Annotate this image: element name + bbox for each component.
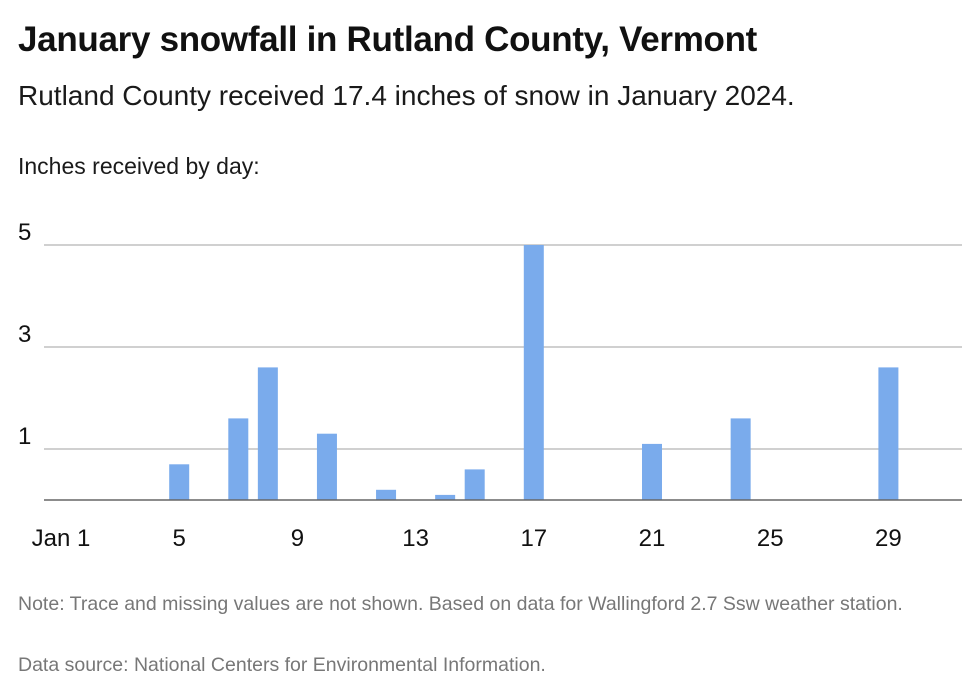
x-tick-label: Jan 1: [32, 525, 91, 552]
y-tick-label: 5: [18, 219, 31, 246]
x-tick-label: 21: [639, 525, 666, 552]
data-source: Data source: National Centers for Enviro…: [18, 654, 546, 676]
chart-subtitle: Rutland County received 17.4 inches of s…: [18, 80, 795, 111]
y-tick-label: 3: [18, 321, 31, 348]
bar-jan-10: [316, 433, 337, 500]
bars: [169, 245, 899, 500]
chart-title: January snowfall in Rutland County, Verm…: [18, 20, 758, 59]
x-tick-label: 25: [757, 525, 784, 552]
bar-jan-8: [257, 367, 278, 500]
y-tick-label: 1: [18, 423, 31, 450]
bar-jan-14: [435, 494, 456, 500]
bar-jan-15: [464, 469, 485, 500]
x-tick-label: 9: [291, 525, 304, 552]
bar-jan-29: [878, 367, 899, 500]
y-tick-labels: 1 3 5: [18, 219, 31, 450]
bar-jan-21: [642, 443, 662, 500]
x-tick-label: 13: [402, 525, 429, 552]
x-tick-label: 29: [875, 525, 902, 552]
snowfall-bar-chart: 135 Jan 1 5 9 13 17 21 25 29: [18, 219, 962, 552]
x-tick-labels: Jan 1 5 9 13 17 21 25 29: [32, 525, 902, 552]
bar-jan-7: [228, 418, 249, 500]
x-tick-label: 17: [520, 525, 547, 552]
bar-jan-17: [523, 245, 544, 500]
bar-jan-5: [169, 464, 190, 500]
y-axis-label: Inches received by day:: [18, 153, 260, 179]
bar-jan-12: [376, 489, 397, 500]
gridlines: [44, 244, 962, 450]
bar-jan-24: [730, 418, 751, 500]
x-tick-label: 5: [173, 525, 186, 552]
footnote: Note: Trace and missing values are not s…: [18, 593, 903, 615]
